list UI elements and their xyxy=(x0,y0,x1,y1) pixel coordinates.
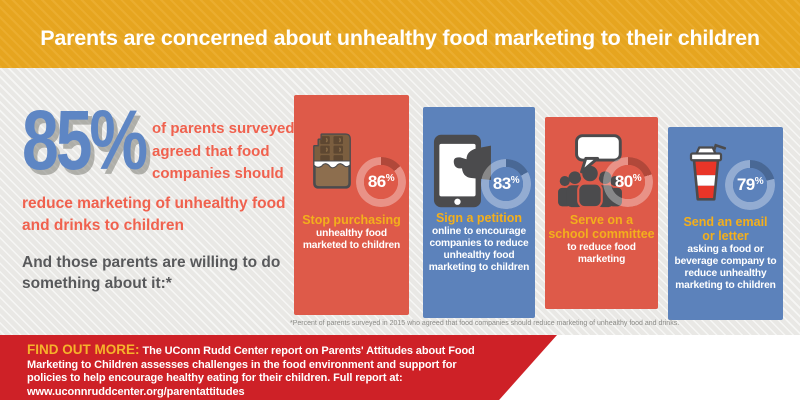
card-heading: Send an email or letter xyxy=(683,215,768,243)
donut-ring xyxy=(603,157,653,207)
action-card-send-email: 79% Send an email or letter asking a food… xyxy=(668,127,783,320)
card-text: Send an email or letter asking a food or … xyxy=(671,215,780,292)
find-out-more-ribbon: FIND OUT MORE: The UConn Rudd Center rep… xyxy=(0,335,557,400)
card-text: Sign a petition online to encourage comp… xyxy=(426,211,532,274)
card-text: Stop purchasing unhealthy food marketed … xyxy=(297,213,406,252)
donut-ring xyxy=(356,157,406,207)
drink-cup-icon xyxy=(689,143,727,201)
percent-donut: 79% xyxy=(725,160,775,210)
percent-value: 79% xyxy=(736,175,764,194)
card-body: to reduce food marketing xyxy=(567,242,636,266)
card-text: Serve on a school committee to reduce foo… xyxy=(548,213,655,266)
percent-value: 80% xyxy=(614,172,642,191)
percent-donut: 86% xyxy=(356,157,406,207)
find-out-more-text: FIND OUT MORE: The UConn Rudd Center rep… xyxy=(27,342,492,400)
headline-stat-text-continued: reduce marketing of unhealthy food and d… xyxy=(22,195,286,235)
percent-donut: 83% xyxy=(481,159,531,209)
report-url-link[interactable]: www.uconnruddcenter.org/parentattitudes xyxy=(27,385,245,398)
card-body: online to encourage companies to reduce … xyxy=(428,226,530,274)
report-description: The UConn Rudd Center report on Parents'… xyxy=(27,345,475,385)
card-heading: Stop purchasing xyxy=(302,213,401,227)
percent-value: 86% xyxy=(367,172,395,191)
petition-phone-icon xyxy=(433,134,491,208)
percent-donut: 80% xyxy=(603,157,653,207)
action-card-sign-petition: 83% Sign a petition online to encourage … xyxy=(423,107,535,318)
find-out-more-label: FIND OUT MORE: xyxy=(27,342,140,357)
intro-lead-in: And those parents are willing to do some… xyxy=(22,254,281,292)
card-heading: Sign a petition xyxy=(435,211,523,225)
footnote: *Percent of parents surveyed in 2015 who… xyxy=(290,320,680,327)
action-card-school-committee: 80% Serve on a school committee to reduce… xyxy=(545,117,658,309)
page-title: Parents are concerned about unhealthy fo… xyxy=(40,25,760,50)
action-card-stop-purchasing: 86% Stop purchasing unhealthy food marke… xyxy=(294,95,409,315)
card-body: unhealthy food marketed to children xyxy=(302,228,401,252)
chocolate-bar-icon xyxy=(313,133,351,189)
donut-ring xyxy=(481,159,531,209)
percent-value: 83% xyxy=(492,174,520,193)
card-body: asking a food or beverage company to red… xyxy=(674,244,777,292)
headline-stat: 85% xyxy=(22,92,148,188)
title-banner: Parents are concerned about unhealthy fo… xyxy=(0,0,800,68)
footer: FIND OUT MORE: The UConn Rudd Center rep… xyxy=(0,335,800,400)
headline-stat-text: of parents surveyed agreed that food com… xyxy=(152,120,295,182)
committee-people-icon xyxy=(558,134,622,208)
card-heading: Serve on a school committee xyxy=(548,213,655,241)
donut-ring xyxy=(725,160,775,210)
